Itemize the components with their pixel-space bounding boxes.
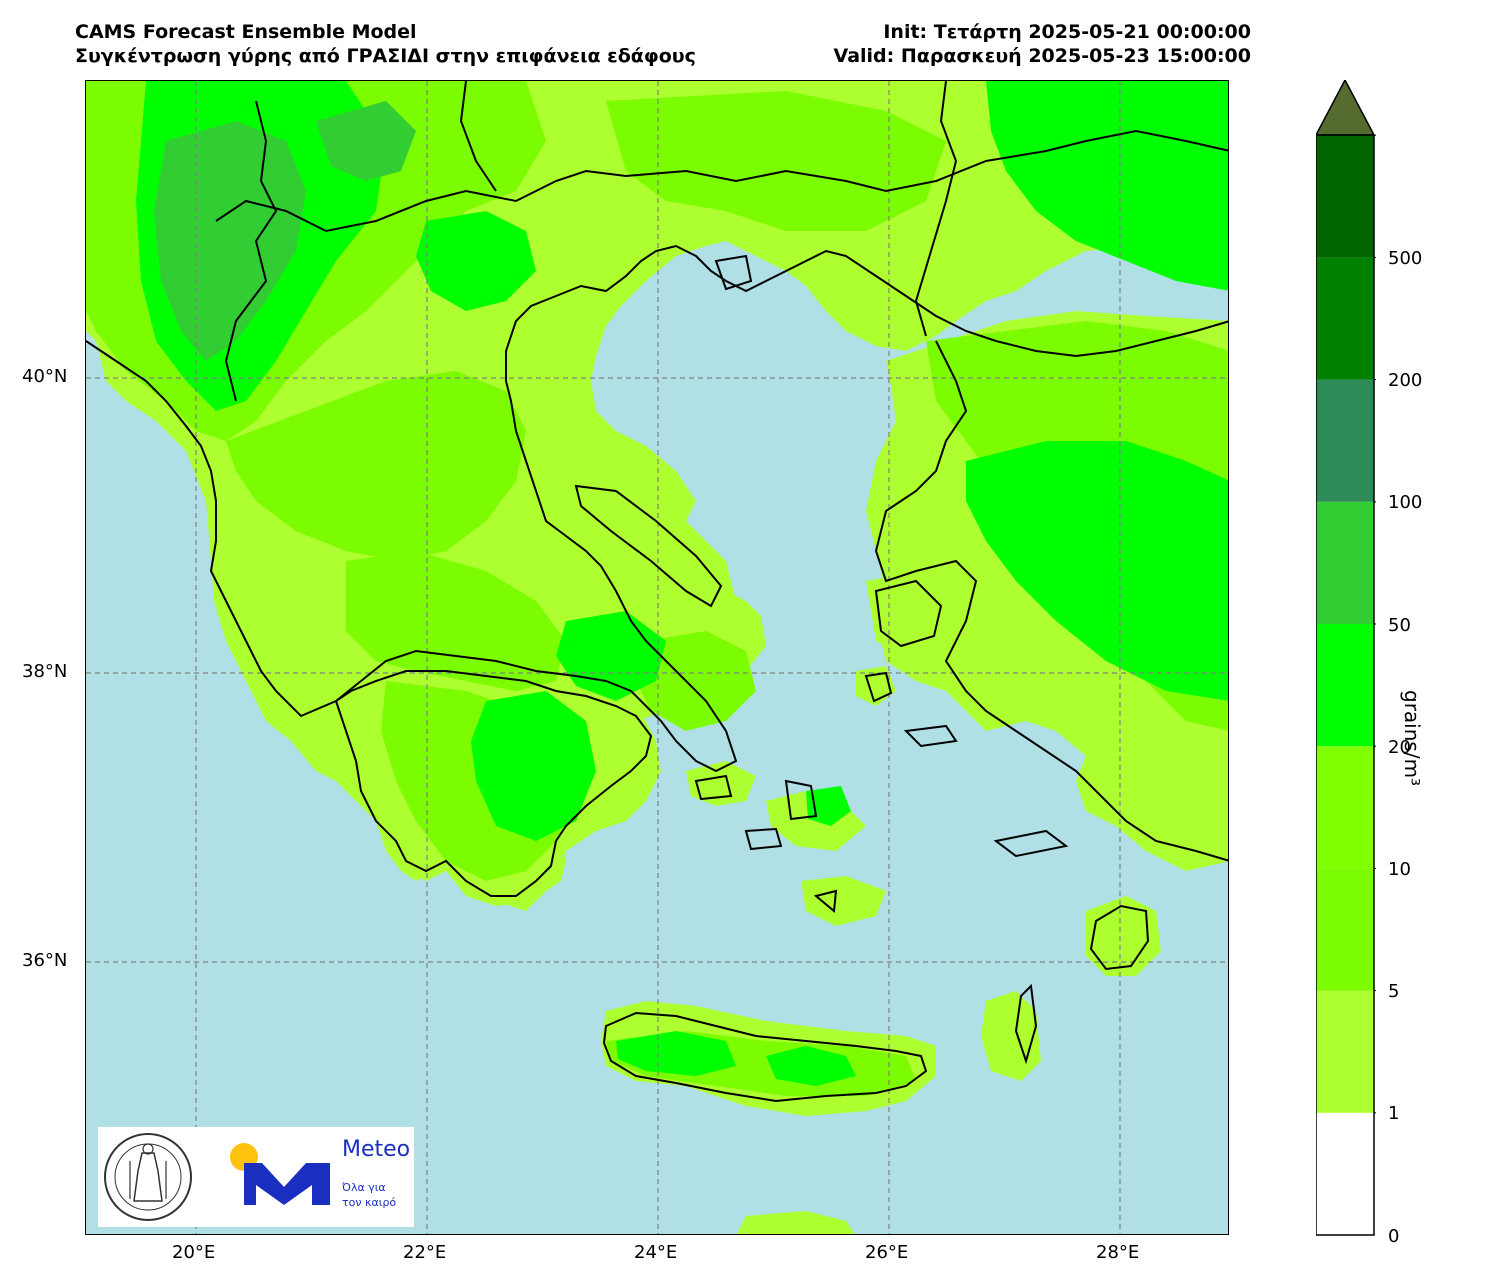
lon-label-28: 28°E [1096,1242,1140,1263]
contour-20-50 [154,101,416,361]
lon-label-26: 26°E [865,1242,909,1263]
coast-lesvos [874,579,943,648]
colorbar-bin-4 [1316,624,1374,747]
colorbar-label-100: 100 [1388,492,1423,513]
land-euboea [566,471,736,621]
colorbar-bin-3 [1316,746,1374,869]
map-title-right: Init: Τετάρτη 2025-05-21 00:00:00 Valid:… [834,20,1251,68]
meteo-tagline-2: τον καιρό [342,1196,397,1209]
border-north-1 [215,129,1228,233]
colorbar-label-20: 20 [1388,737,1411,758]
lon-label-20: 20°E [172,1242,216,1263]
land-cyclades-1 [686,761,756,806]
colorbar-unit-label: grains/m³ [1400,690,1424,787]
colorbar-label-50: 50 [1388,615,1411,636]
variable-title: Συγκέντρωση γύρης από ΓΡΑΣΙΔΙ στην επιφά… [75,45,696,67]
coast-mainland [86,244,1228,773]
init-time: Init: Τετάρτη 2025-05-21 00:00:00 [883,21,1251,43]
colorbar-label-0: 0 [1388,1226,1400,1247]
land-south-patch [737,1211,855,1234]
colorbar [1316,80,1376,1236]
lat-label-38: 38°N [22,661,68,682]
lon-label-22: 22°E [403,1242,447,1263]
lat-label-40: 40°N [22,366,68,387]
coast-santorini [813,889,838,913]
colorbar-bin-7 [1316,257,1374,380]
model-title: CAMS Forecast Ensemble Model [75,21,417,43]
coast-kos [993,829,1069,858]
land-karpathos [981,991,1041,1081]
coast-crete [602,1011,928,1103]
colorbar-label-200: 200 [1388,370,1423,391]
coast-cyclades-a [694,774,733,801]
coast-chios [864,671,893,703]
border-north-3 [459,81,497,192]
valid-time: Valid: Παρασκευή 2025-05-23 15:00:00 [833,45,1251,67]
coast-cyclades-b [744,827,783,851]
colorbar-label-5: 5 [1388,981,1400,1002]
colorbar-bin-5 [1316,501,1374,624]
logo-panel: Meteo Όλα για τον καιρό [98,1127,414,1227]
colorbar-bin-0 [1316,1112,1374,1235]
lon-label-24: 24°E [634,1242,678,1263]
colorbar-label-1: 1 [1388,1103,1400,1124]
map-panel[interactable] [85,80,1229,1235]
coast-rhodes [1089,904,1150,971]
land-santorini [801,876,886,926]
colorbar-outline [1316,134,1375,1236]
border-north-2 [224,100,278,402]
land-rhodes [1086,896,1161,976]
lat-label-36: 36°N [22,950,68,971]
coast-euboea [574,484,723,608]
colorbar-label-500: 500 [1388,248,1423,269]
coast-samos [903,724,958,748]
colorbar-bin-6 [1316,379,1374,502]
coast-anatolia [874,340,1228,862]
observatory-seal-icon [104,1133,192,1221]
colorbar-label-10: 10 [1388,859,1411,880]
meteo-tagline-1: Όλα για [342,1181,386,1194]
map-title-left: CAMS Forecast Ensemble Model Συγκέντρωση… [75,20,696,68]
coast-thasos [714,254,753,291]
border-north-4 [914,81,958,337]
pollen-map [86,81,1228,1234]
coast-karpathos [1014,983,1038,1065]
coast-naxos [784,779,818,821]
coast-peloponnese [334,670,653,897]
coastlines [86,81,1228,1103]
meteo-brand-name: Meteo [342,1137,411,1162]
colorbar-bin-2 [1316,868,1374,991]
colorbar-extend-arrow [1316,80,1376,136]
meteo-logo-icon [230,1143,330,1205]
graticule [86,81,1228,1234]
colorbar-bin-8 [1316,135,1374,258]
colorbar-bins [1316,134,1376,1235]
colorbar-bin-1 [1316,990,1374,1113]
